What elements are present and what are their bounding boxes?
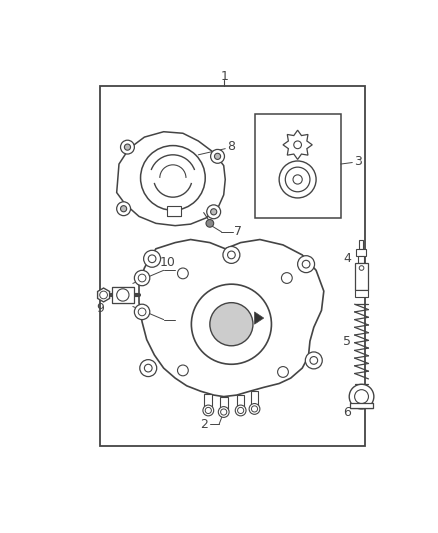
Polygon shape (254, 312, 264, 324)
Polygon shape (98, 288, 110, 302)
Text: 6: 6 (343, 406, 351, 418)
Circle shape (211, 149, 225, 163)
Bar (220, 397, 228, 412)
Circle shape (144, 251, 161, 267)
Circle shape (148, 255, 156, 263)
Text: 7: 7 (234, 225, 242, 238)
Circle shape (228, 251, 235, 259)
Circle shape (120, 140, 134, 154)
Text: 4: 4 (343, 252, 351, 265)
Circle shape (305, 352, 322, 369)
Circle shape (221, 409, 227, 415)
Circle shape (100, 291, 107, 299)
Circle shape (191, 284, 272, 364)
Circle shape (206, 220, 214, 227)
Circle shape (237, 407, 244, 414)
Circle shape (140, 360, 157, 377)
Circle shape (177, 268, 188, 279)
Polygon shape (139, 239, 324, 397)
Circle shape (211, 209, 217, 215)
Circle shape (251, 406, 258, 412)
Circle shape (177, 365, 188, 376)
Circle shape (141, 146, 205, 210)
Circle shape (278, 367, 288, 377)
Circle shape (205, 407, 212, 414)
Text: 9: 9 (96, 302, 104, 316)
Bar (355, 263, 367, 289)
Bar (356, 249, 366, 256)
Circle shape (294, 141, 301, 149)
Bar (237, 395, 244, 410)
Text: 1: 1 (221, 70, 228, 83)
Circle shape (138, 274, 146, 282)
Circle shape (302, 260, 310, 268)
Circle shape (215, 154, 221, 159)
Bar (358, 256, 364, 263)
Circle shape (279, 161, 316, 198)
Bar (251, 391, 258, 409)
Circle shape (134, 270, 150, 286)
Text: 2: 2 (201, 418, 208, 431)
Bar (112, 287, 134, 303)
Bar (205, 393, 212, 410)
Circle shape (359, 265, 364, 270)
Text: 8: 8 (226, 140, 235, 153)
Bar (167, 206, 181, 216)
Polygon shape (283, 130, 312, 159)
Circle shape (355, 390, 368, 403)
Circle shape (349, 384, 374, 409)
Circle shape (117, 202, 131, 216)
Circle shape (235, 405, 246, 416)
Circle shape (298, 256, 314, 273)
Circle shape (310, 357, 318, 364)
Circle shape (293, 175, 302, 184)
Bar (254, 114, 341, 218)
Circle shape (117, 289, 129, 301)
Circle shape (207, 205, 221, 219)
Text: 10: 10 (159, 256, 176, 269)
Text: 5: 5 (343, 335, 351, 348)
Circle shape (223, 246, 240, 263)
Bar (359, 239, 363, 249)
Bar (355, 289, 367, 297)
Circle shape (138, 308, 146, 316)
Bar (100, 85, 365, 446)
Circle shape (124, 144, 131, 150)
Text: 3: 3 (354, 155, 362, 168)
Circle shape (203, 405, 214, 416)
Polygon shape (117, 132, 225, 225)
Circle shape (282, 273, 292, 284)
Bar (350, 403, 373, 408)
Circle shape (249, 403, 260, 414)
Circle shape (120, 206, 127, 212)
Circle shape (145, 364, 152, 372)
Circle shape (218, 407, 229, 417)
Circle shape (210, 303, 253, 346)
Circle shape (134, 304, 150, 320)
Circle shape (285, 167, 310, 192)
